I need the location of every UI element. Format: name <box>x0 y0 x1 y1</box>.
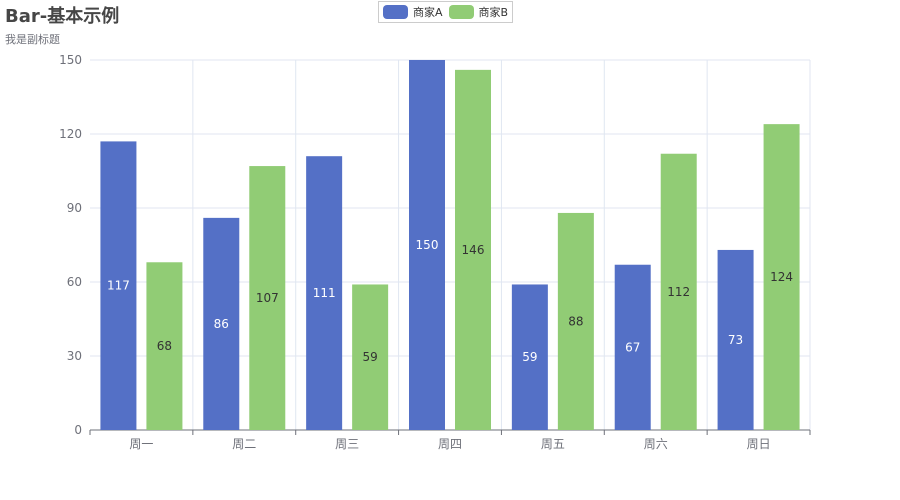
x-tick-label: 周日 <box>747 437 771 451</box>
bar-data-label-series-a: 86 <box>214 317 229 331</box>
bar-data-label-series-b: 88 <box>568 314 583 328</box>
legend-item-series-a[interactable]: 商家A <box>383 4 443 20</box>
legend-label-series-a: 商家A <box>413 6 443 19</box>
y-tick-label: 90 <box>67 201 82 215</box>
bar-data-label-series-a: 150 <box>416 238 439 252</box>
bar-series-b[interactable] <box>455 69 491 430</box>
bar-data-label-series-a: 59 <box>522 350 537 364</box>
x-tick-label: 周一 <box>129 437 153 451</box>
y-tick-label: 120 <box>59 127 82 141</box>
y-tick-label: 150 <box>59 53 82 67</box>
y-tick-label: 60 <box>67 275 82 289</box>
bar-data-label-series-b: 59 <box>363 350 378 364</box>
y-tick-label: 0 <box>74 423 82 437</box>
legend-swatch-series-b <box>448 5 474 19</box>
bar-series-a[interactable] <box>306 156 343 430</box>
bar-data-label-series-b: 146 <box>462 243 485 257</box>
bar-series-b[interactable] <box>146 262 183 430</box>
bar-data-label-series-a: 67 <box>625 340 640 354</box>
x-tick-label: 周三 <box>335 437 359 451</box>
bar-series-a[interactable] <box>203 217 240 430</box>
chart-title: Bar-基本示例 <box>5 6 120 27</box>
bar-data-label-series-a: 111 <box>313 286 336 300</box>
bar-series-b[interactable] <box>352 284 389 430</box>
bar-data-label-series-b: 107 <box>256 291 279 305</box>
legend: 商家A 商家B <box>378 1 514 23</box>
bar-series-a[interactable] <box>100 141 137 430</box>
bar-series-b[interactable] <box>249 166 286 431</box>
bar-series-b[interactable] <box>557 212 594 430</box>
legend-swatch-series-a <box>383 5 408 19</box>
bar-series-a[interactable] <box>614 264 651 430</box>
bar-series-b[interactable] <box>763 124 800 430</box>
x-tick-label: 周五 <box>541 437 565 451</box>
bar-data-label-series-b: 124 <box>770 270 793 284</box>
bar-series-a[interactable] <box>409 60 445 430</box>
bar-series-a[interactable] <box>717 249 754 430</box>
x-tick-label: 周六 <box>644 437 668 451</box>
bar-data-label-series-a: 73 <box>728 333 743 347</box>
legend-label-series-b: 商家B <box>478 6 509 19</box>
bar-data-label-series-b: 112 <box>667 285 690 299</box>
bar-data-label-series-a: 117 <box>107 279 130 293</box>
chart-subtitle: 我是副标题 <box>5 33 60 46</box>
x-tick-label: 周二 <box>232 437 256 451</box>
x-tick-label: 周四 <box>438 437 462 451</box>
bar-series-a[interactable] <box>511 284 548 430</box>
bar-data-label-series-b: 68 <box>157 339 172 353</box>
bar-series-b[interactable] <box>660 153 697 430</box>
legend-item-series-b[interactable]: 商家B <box>448 4 509 20</box>
y-tick-label: 30 <box>67 349 82 363</box>
